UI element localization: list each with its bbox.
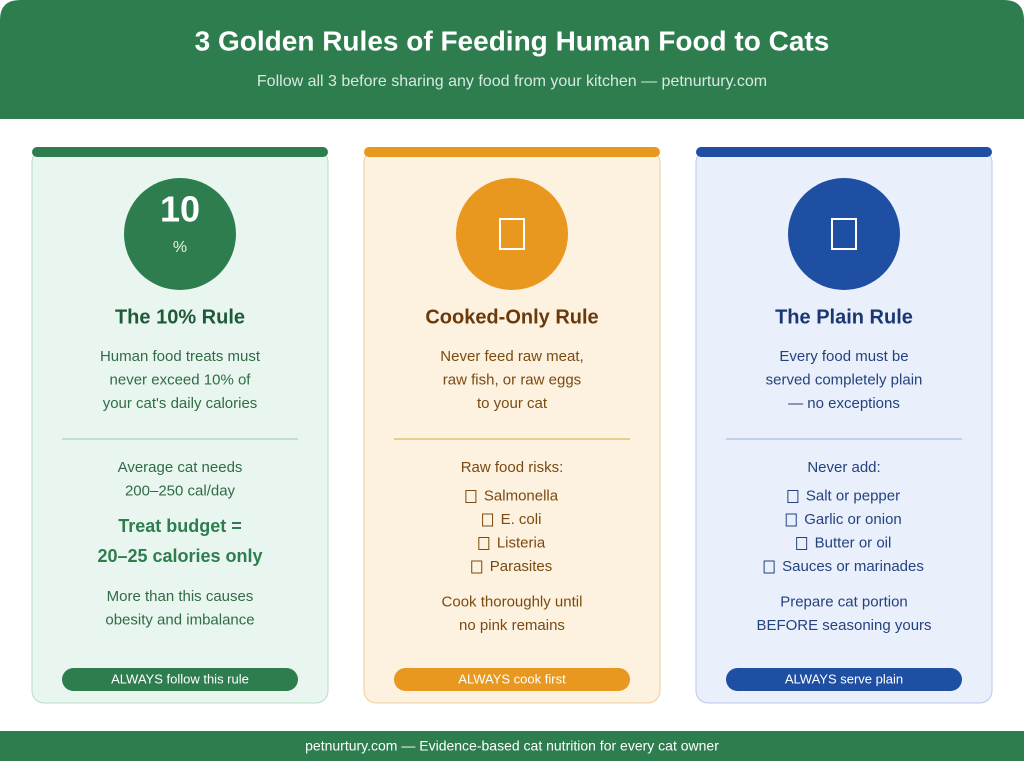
card-description: Every food must be — [779, 348, 908, 365]
card-stripe — [696, 147, 992, 157]
list-icon — [478, 537, 490, 550]
note-line: no pink remains — [459, 617, 565, 634]
badge-number: 10 — [160, 189, 200, 230]
highlight-line: 20–25 calories only — [97, 546, 262, 566]
header-band — [0, 0, 1024, 119]
badge-icon — [831, 218, 857, 250]
list-item: Butter or oil — [815, 534, 892, 551]
rule-button-label: ALWAYS follow this rule — [111, 671, 249, 686]
list-icon — [482, 513, 494, 527]
note-line: More than this causes — [107, 588, 254, 605]
card-title: The Plain Rule — [775, 306, 913, 328]
subtitle: Follow all 3 before sharing any food fro… — [257, 73, 767, 90]
card-description: Never feed raw meat, — [440, 348, 583, 365]
list-icon — [787, 490, 799, 503]
card-description: to your cat — [477, 395, 548, 412]
list-item: Salmonella — [484, 487, 559, 504]
footer-band — [0, 731, 1024, 761]
note-line: obesity and imbalance — [105, 611, 254, 628]
list-item: Listeria — [497, 534, 546, 551]
list-icon — [763, 560, 775, 574]
badge — [456, 178, 568, 290]
note-line: BEFORE seasoning yours — [756, 617, 931, 634]
card-description: your cat's daily calories — [103, 395, 258, 412]
list-item: Salt or pepper — [806, 487, 900, 504]
card-description: — no exceptions — [788, 395, 900, 412]
note-line: Cook thoroughly until — [442, 593, 583, 610]
card-description: raw fish, or raw eggs — [443, 371, 581, 388]
title: 3 Golden Rules of Feeding Human Food to … — [195, 25, 830, 56]
list-icon — [465, 490, 477, 503]
rule-button-label: ALWAYS serve plain — [785, 671, 903, 686]
intro-line: Raw food risks: — [461, 459, 564, 476]
rule-button — [726, 668, 962, 691]
card-stripe — [364, 147, 660, 157]
list-item: Parasites — [490, 558, 553, 575]
list-item: E. coli — [501, 511, 542, 528]
intro-line: Average cat needs — [118, 459, 243, 476]
badge-icon — [499, 218, 525, 250]
card-title: Cooked-Only Rule — [425, 306, 598, 328]
card-description: served completely plain — [766, 371, 923, 388]
footer: petnurtury.com — Evidence-based cat nutr… — [305, 738, 719, 754]
rule-button-label: ALWAYS cook first — [458, 671, 566, 686]
rule-button — [62, 668, 298, 691]
rule-button — [394, 668, 630, 691]
highlight-line: Treat budget = — [118, 516, 242, 536]
list-icon — [785, 513, 797, 527]
card-title: The 10% Rule — [115, 306, 245, 328]
list-icon — [796, 537, 808, 550]
badge-unit: % — [173, 239, 187, 256]
intro-line: 200–250 cal/day — [125, 482, 236, 499]
card-description: never exceed 10% of — [110, 371, 252, 388]
badge — [788, 178, 900, 290]
intro-line: Never add: — [807, 459, 880, 476]
card-description: Human food treats must — [100, 348, 261, 365]
list-icon — [471, 560, 483, 574]
list-item: Sauces or marinades — [782, 558, 924, 575]
list-item: Garlic or onion — [804, 511, 902, 528]
badge — [124, 178, 236, 290]
note-line: Prepare cat portion — [780, 593, 908, 610]
card-stripe — [32, 147, 328, 157]
